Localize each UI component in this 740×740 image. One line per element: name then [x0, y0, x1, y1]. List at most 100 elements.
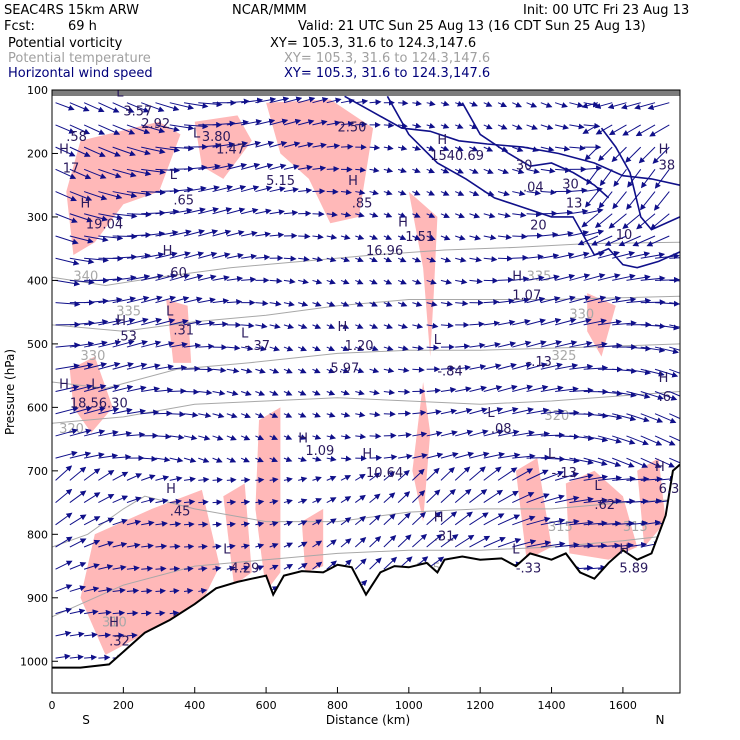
wind-vector-490 — [141, 340, 162, 348]
wind-vector-292 — [455, 234, 466, 241]
wind-vector-541 — [240, 367, 253, 374]
wind-vector-242 — [369, 212, 379, 218]
wind-vector-740 — [569, 457, 594, 465]
wind-vector-913 — [526, 540, 552, 548]
wind-vector-485 — [69, 341, 95, 348]
wind-vector-186 — [198, 185, 220, 193]
wind-vector-114 — [426, 145, 436, 151]
extrema-label-61: L — [594, 479, 602, 494]
wind-vector-577 — [126, 385, 147, 392]
wind-vector-940 — [283, 563, 294, 570]
wind-vector-286 — [369, 234, 379, 240]
wind-vector-943 — [326, 560, 337, 570]
wind-vector-778 — [483, 466, 502, 481]
wind-vector-543 — [269, 368, 280, 374]
wind-vector-817 — [412, 490, 426, 503]
wind-vector-220 — [55, 213, 78, 224]
wind-vector-529 — [69, 362, 94, 370]
wind-vector-935 — [212, 565, 222, 572]
wind-vector-185 — [183, 185, 207, 193]
wind-vector-134 — [83, 168, 107, 179]
wind-vector-470 — [483, 320, 501, 327]
wind-vector-688 — [455, 429, 474, 437]
wind-vector-908 — [454, 534, 475, 548]
wind-vector-613 — [640, 391, 664, 400]
wind-vector-919 — [612, 542, 634, 549]
wind-vector-406 — [198, 297, 216, 304]
wind-vector-285 — [355, 234, 365, 240]
theta-label-1: 335 — [116, 304, 141, 319]
wind-vector-122 — [540, 146, 555, 152]
wind-vector-629 — [240, 412, 251, 419]
field-pv-name: Potential vorticity — [8, 36, 123, 51]
wind-vector-322 — [255, 254, 271, 261]
wind-vector-731 — [440, 451, 459, 459]
wind-vector-356 — [112, 274, 137, 281]
wind-vector-902 — [369, 535, 382, 548]
field-wind-name: Horizontal wind speed — [8, 66, 153, 81]
wind-vector-564 — [569, 363, 594, 370]
wind-vector-635 — [326, 411, 336, 418]
wind-vector-811 — [326, 497, 337, 504]
extrema-label-52: .08 — [491, 422, 512, 437]
wind-vector-909 — [469, 535, 491, 548]
wind-vector-442 — [84, 319, 109, 326]
wind-vector-1100 — [55, 653, 71, 660]
wind-vector-88 — [55, 146, 76, 157]
wind-vector-568 — [626, 368, 652, 376]
wind-vector-6 — [141, 102, 165, 113]
wind-vector-352 — [55, 279, 81, 287]
wind-vector-289 — [412, 234, 421, 241]
wind-vector-336 — [455, 256, 467, 263]
wind-vector-1060 — [112, 632, 125, 639]
wind-vector-217 — [626, 191, 642, 210]
wind-vector-249 — [469, 212, 481, 219]
wind-vector-535 — [155, 364, 174, 371]
wind-vector-172 — [613, 169, 627, 187]
wind-vector-779 — [497, 467, 518, 481]
wind-vector-201 — [412, 189, 421, 196]
wind-vector-421 — [412, 301, 423, 307]
wind-vector-664 — [112, 430, 133, 437]
wind-vector-820 — [454, 488, 472, 503]
wind-vector-240 — [340, 211, 352, 218]
wind-vector-733 — [469, 451, 490, 459]
wind-vector-467 — [440, 322, 454, 329]
wind-vector-974 — [141, 588, 153, 595]
wind-vector-624 — [169, 411, 186, 418]
wind-vector-3 — [98, 102, 120, 113]
wind-vector-478 — [597, 319, 623, 326]
wind-vector-596 — [398, 388, 411, 395]
wind-vector-111 — [383, 144, 394, 151]
fcst-value: 69 h — [68, 19, 97, 34]
wind-vector-732 — [455, 451, 475, 459]
wind-vector-136 — [112, 168, 137, 178]
wind-vector-514 — [483, 341, 501, 348]
wind-vector-324 — [283, 255, 297, 262]
wind-vector-61 — [298, 119, 315, 126]
wind-vector-360 — [169, 273, 191, 281]
wind-vector-496 — [226, 344, 241, 351]
x-tick-label-8: 1600 — [609, 699, 637, 712]
extrema-label-6: 2.92 — [141, 117, 170, 132]
wind-vector-907 — [440, 534, 459, 548]
wind-vector-43 — [647, 102, 670, 111]
wind-vector-665 — [126, 431, 146, 438]
wind-vector-706 — [84, 452, 105, 459]
wind-vector-978 — [198, 587, 208, 594]
wind-vector-181 — [126, 190, 152, 197]
wind-vector-216 — [612, 191, 627, 210]
wind-vector-819 — [440, 488, 456, 503]
wind-vector-595 — [383, 389, 396, 396]
wind-vector-644 — [455, 407, 473, 415]
wind-vector-229 — [183, 207, 206, 215]
extrema-label-33: 1.07 — [512, 288, 541, 303]
wind-vector-364 — [226, 275, 244, 282]
wind-vector-437 — [640, 299, 666, 306]
wind-vector-737 — [526, 454, 551, 461]
wind-vector-263 — [650, 213, 670, 230]
wind-vector-886 — [141, 543, 154, 550]
wind-vector-22 — [369, 99, 382, 106]
wind-vector-618 — [83, 406, 106, 415]
theta-label-6: 325 — [552, 349, 577, 364]
